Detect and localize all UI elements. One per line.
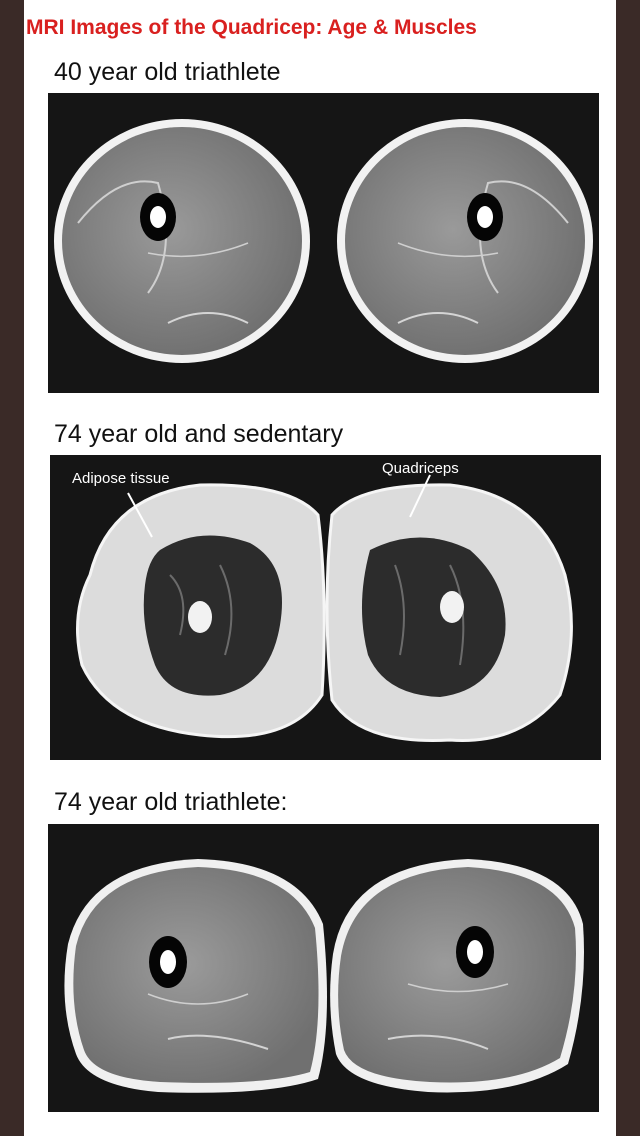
- caption-74-sedentary: 74 year old and sedentary: [54, 420, 343, 449]
- mri-image-40-triathlete: [48, 93, 599, 393]
- caption-74-triathlete: 74 year old triathlete:: [54, 788, 287, 817]
- mri-image-74-sedentary: [50, 455, 601, 760]
- mri-image-74-triathlete: [48, 824, 599, 1112]
- caption-40-triathlete: 40 year old triathlete: [54, 58, 281, 87]
- label-quadriceps: Quadriceps: [382, 460, 459, 477]
- page-title: MRI Images of the Quadricep: Age & Muscl…: [26, 16, 477, 40]
- label-adipose-tissue: Adipose tissue: [72, 470, 170, 487]
